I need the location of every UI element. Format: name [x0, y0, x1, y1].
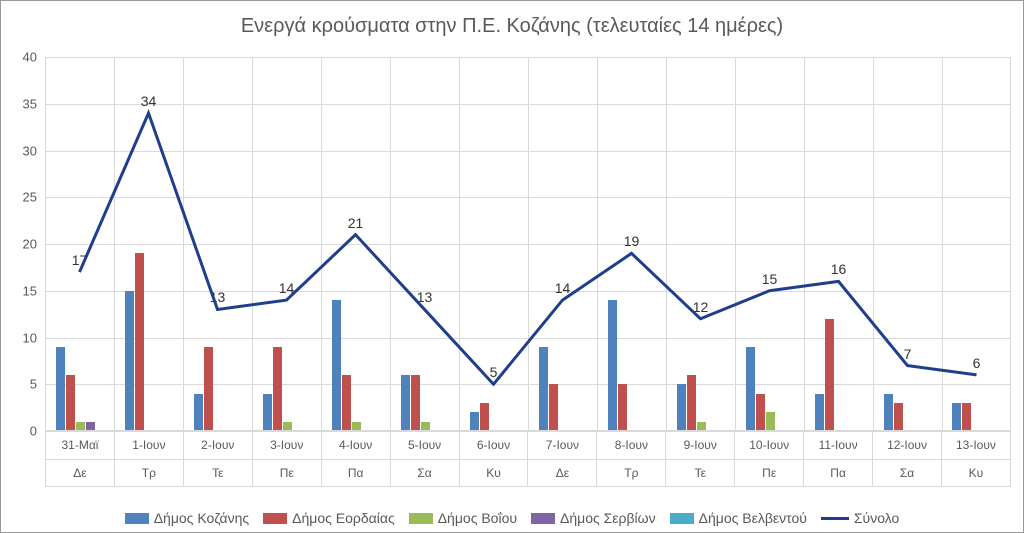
- x-tick-date: 2-Ιουν: [184, 431, 252, 459]
- x-tick-day: Τρ: [115, 459, 183, 487]
- x-tick-date: 13-Ιουν: [942, 431, 1010, 459]
- legend-item: Σύνολο: [821, 510, 899, 526]
- legend-swatch: [531, 513, 555, 524]
- y-tick-label: 20: [0, 237, 37, 252]
- x-tick-day: Σα: [873, 459, 941, 487]
- x-tick-day: Δε: [46, 459, 114, 487]
- x-tick-date: 4-Ιουν: [322, 431, 390, 459]
- x-tick-day: Κυ: [460, 459, 528, 487]
- legend-item: Δήμος Βελβεντού: [670, 510, 807, 526]
- y-tick-label: 5: [0, 377, 37, 392]
- x-tick-day: Κυ: [942, 459, 1010, 487]
- x-tick-date: 31-Μαϊ: [46, 431, 114, 459]
- legend-item: Δήμος Εορδαίας: [263, 510, 395, 526]
- x-tick-date: 10-Ιουν: [735, 431, 803, 459]
- y-tick-label: 15: [0, 283, 37, 298]
- x-tick-day: Πε: [735, 459, 803, 487]
- y-tick-label: 40: [0, 50, 37, 65]
- legend-label: Δήμος Σερβίων: [560, 510, 656, 526]
- y-tick-label: 30: [0, 143, 37, 158]
- x-tick-date: 5-Ιουν: [391, 431, 459, 459]
- legend-label: Δήμος Κοζάνης: [154, 510, 249, 526]
- x-tick-day: Πα: [804, 459, 872, 487]
- x-tick-day: Τε: [184, 459, 252, 487]
- legend-swatch: [409, 513, 433, 524]
- x-axis: 31-ΜαϊΔε1-ΙουνΤρ2-ΙουνΤε3-ΙουνΠε4-ΙουνΠα…: [45, 431, 1011, 487]
- x-tick-date: 3-Ιουν: [253, 431, 321, 459]
- legend-swatch: [263, 513, 287, 524]
- legend-label: Δήμος Βελβεντού: [699, 510, 807, 526]
- legend-label: Σύνολο: [854, 510, 899, 526]
- x-tick-date: 7-Ιουν: [528, 431, 596, 459]
- y-tick-label: 35: [0, 96, 37, 111]
- y-tick-label: 0: [0, 424, 37, 439]
- plot-area: 0510152025303540173413142113514191215167…: [45, 57, 1011, 431]
- x-tick-day: Τρ: [597, 459, 665, 487]
- x-tick-day: Πα: [322, 459, 390, 487]
- legend-line-swatch: [821, 517, 849, 520]
- y-tick-label: 25: [0, 190, 37, 205]
- x-tick-date: 9-Ιουν: [666, 431, 734, 459]
- legend-item: Δήμος Βοΐου: [409, 510, 517, 526]
- x-tick-date: 6-Ιουν: [460, 431, 528, 459]
- x-tick-date: 12-Ιουν: [873, 431, 941, 459]
- x-tick-day: Τε: [666, 459, 734, 487]
- x-tick-day: Πε: [253, 459, 321, 487]
- legend: Δήμος Κοζάνης Δήμος Εορδαίας Δήμος Βοΐου Δή…: [1, 510, 1023, 526]
- legend-label: Δήμος Εορδαίας: [292, 510, 395, 526]
- legend-item: Δήμος Σερβίων: [531, 510, 656, 526]
- x-tick-date: 8-Ιουν: [597, 431, 665, 459]
- x-tick-day: Δε: [528, 459, 596, 487]
- legend-swatch: [670, 513, 694, 524]
- chart-title: Ενεργά κρούσματα στην Π.Ε. Κοζάνης (τελε…: [1, 1, 1023, 46]
- x-tick-date: 11-Ιουν: [804, 431, 872, 459]
- y-tick-label: 10: [0, 330, 37, 345]
- legend-label: Δήμος Βοΐου: [438, 510, 517, 526]
- legend-item: Δήμος Κοζάνης: [125, 510, 249, 526]
- x-tick-day: Σα: [391, 459, 459, 487]
- legend-swatch: [125, 513, 149, 524]
- total-line: [45, 57, 1011, 431]
- x-tick-date: 1-Ιουν: [115, 431, 183, 459]
